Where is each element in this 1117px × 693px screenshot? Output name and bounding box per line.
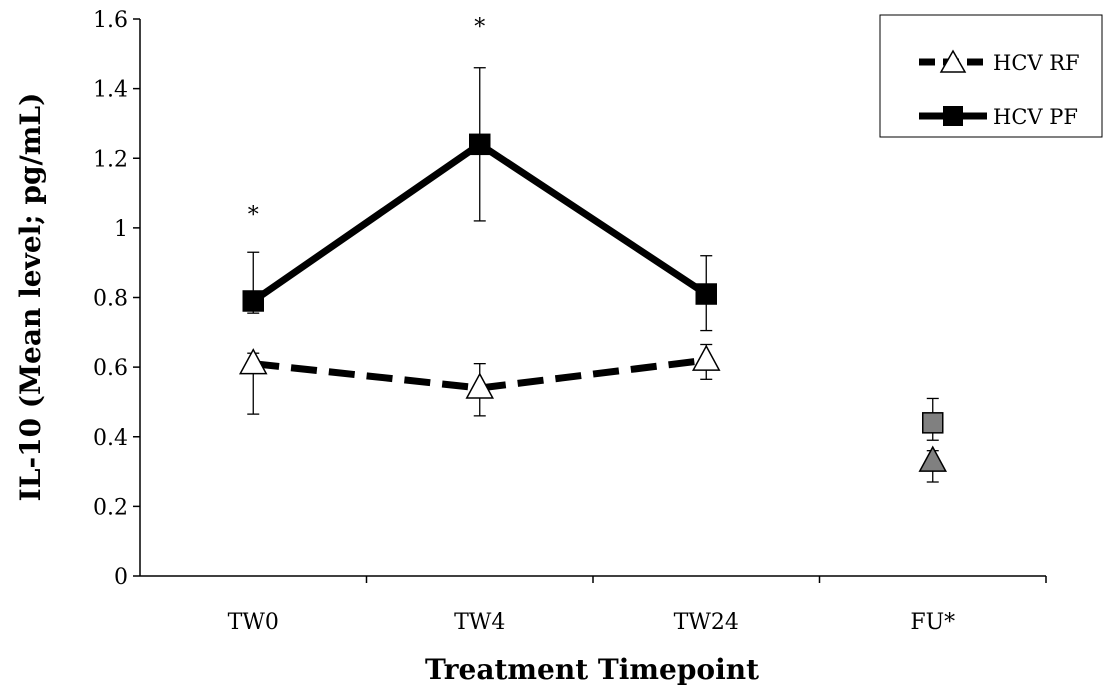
x-tick-label: TW24 (674, 610, 739, 635)
y-tick-label: 0 (114, 565, 128, 590)
legend-box (879, 14, 1103, 138)
error-bars-layer (247, 67, 939, 483)
y-tick-label: 0.8 (93, 287, 128, 312)
significance-marker: * (248, 203, 259, 228)
data-point-followup-hcv-pf (922, 412, 944, 434)
y-tick-label: 1 (114, 217, 128, 242)
x-tick-label: FU* (910, 610, 955, 635)
data-point-hcv-rf (465, 372, 495, 399)
labels-layer: 0 0.2 0.4 0.6 0.8 1 1.2 1.4 1.6 TW0 TW4 TW24 FU* * * (93, 8, 955, 635)
y-tick-label: 0.2 (93, 495, 128, 520)
legend-label-hcv-pf: HCV PF (993, 105, 1078, 129)
data-point-followup-hcv-rf (918, 445, 948, 472)
axes-layer (133, 18, 1047, 583)
data-point-hcv-pf (695, 283, 717, 305)
y-tick-label: 1.4 (93, 78, 128, 103)
legend-label-hcv-rf: HCV RF (993, 51, 1080, 75)
markers-layer (238, 133, 948, 472)
legend-marker-hcv-pf (943, 106, 963, 126)
x-axis-title: Treatment Timepoint (425, 653, 759, 686)
data-point-hcv-pf (469, 133, 491, 156)
y-tick-label: 0.6 (93, 356, 128, 381)
data-point-hcv-rf (691, 344, 721, 371)
legend: HCV RF HCV PF (879, 14, 1103, 138)
y-tick-label: 1.2 (93, 147, 128, 172)
data-point-hcv-rf (238, 348, 268, 375)
data-point-hcv-pf (242, 290, 264, 312)
x-tick-label: TW4 (454, 610, 505, 635)
legend-marker-hcv-rf (939, 49, 967, 73)
x-tick-label: TW0 (228, 610, 279, 635)
significance-marker: * (474, 15, 485, 40)
y-axis-title: IL-10 (Mean level; pg/mL) (14, 93, 47, 502)
y-tick-label: 1.6 (93, 8, 128, 33)
y-tick-label: 0.4 (93, 426, 128, 451)
